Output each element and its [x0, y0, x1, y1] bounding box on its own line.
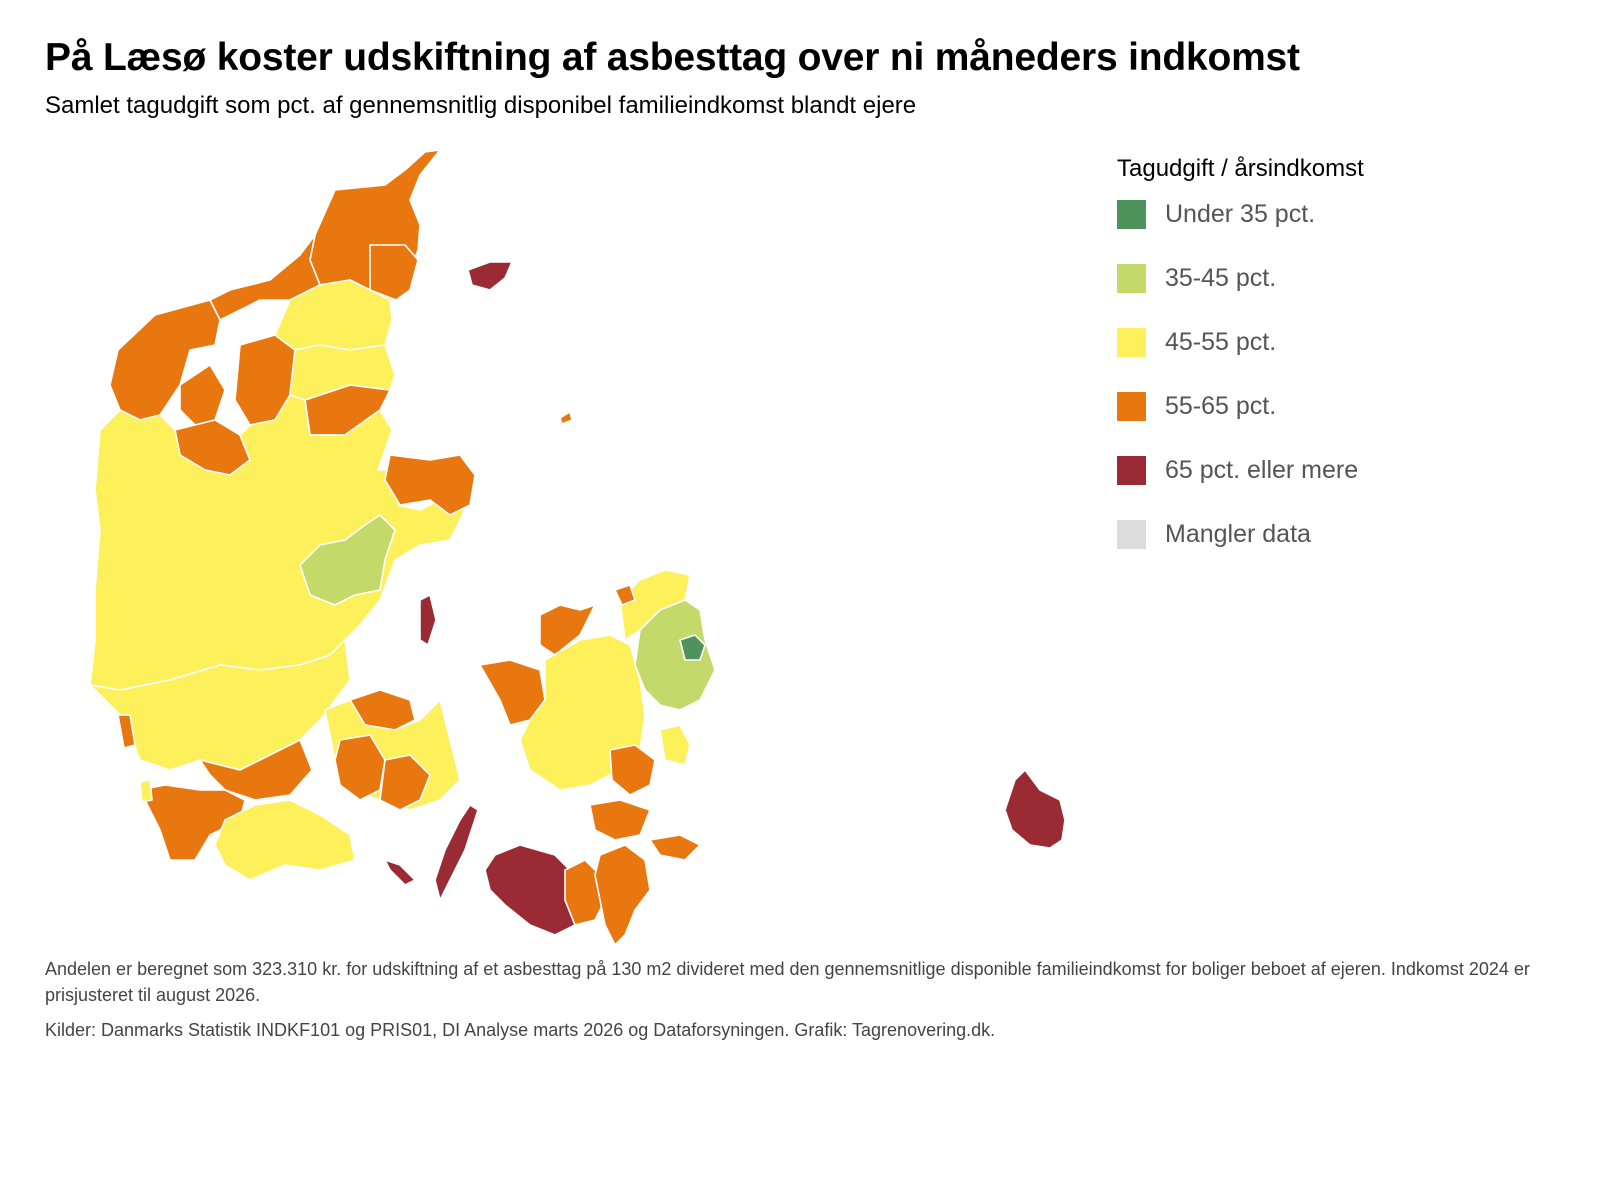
- footnote: Andelen er beregnet som 323.310 kr. for …: [45, 959, 1530, 1005]
- region-vordingborg: [589, 799, 651, 841]
- chart-subtitle: Samlet tagudgift som pct. af gennemsnitl…: [45, 92, 917, 119]
- region-copenhagen-dark: [679, 634, 706, 661]
- legend-swatch-under-35: [1117, 199, 1146, 229]
- region-odsherred: [539, 604, 596, 656]
- legend-item: Mangler data: [1117, 517, 1537, 581]
- legend-swatch-65-plus: [1117, 455, 1146, 485]
- region-morsø: [179, 364, 226, 426]
- legend-item: 45-55 pct.: [1117, 325, 1537, 389]
- legend-label: 65 pct. eller mere: [1165, 455, 1359, 484]
- region-ærø: [384, 859, 416, 886]
- region-rømø: [139, 779, 153, 803]
- legend-label: 35-45 pct.: [1165, 263, 1277, 292]
- legend-title: Tagudgift / årsindkomst: [1117, 155, 1364, 182]
- legend-swatch-45-55: [1117, 327, 1146, 357]
- legend-item: 65 pct. eller mere: [1117, 453, 1537, 517]
- legend-swatch-35-45: [1117, 263, 1146, 293]
- legend-item: Under 35 pct.: [1117, 197, 1537, 261]
- legend-item: 55-65 pct.: [1117, 389, 1537, 453]
- source-line: Kilder: Danmarks Statistik INDKF101 og P…: [45, 1020, 996, 1040]
- region-aalborg: [274, 279, 393, 351]
- region-haderslev: [199, 739, 313, 801]
- region-bornholm: [1004, 769, 1066, 849]
- legend-label: 45-55 pct.: [1165, 327, 1277, 356]
- region-sønderborg: [214, 799, 356, 881]
- region-faaborg: [379, 754, 431, 811]
- region-møn: [649, 834, 701, 861]
- chart-title: På Læsø koster udskiftning af asbesttag …: [45, 36, 1300, 79]
- legend-label: Under 35 pct.: [1165, 199, 1316, 228]
- region-assens: [334, 734, 386, 801]
- legend-swatch-55-65: [1117, 391, 1146, 421]
- region-anholt: [559, 411, 573, 425]
- region-central-jutland: [89, 394, 466, 691]
- legend-swatch-missing: [1117, 519, 1146, 549]
- region-vendsyssel-east: [369, 244, 419, 301]
- region-stevns: [659, 724, 691, 766]
- region-lolland: [484, 844, 576, 936]
- region-silkeborg-green: [299, 514, 396, 606]
- region-læsø: [467, 261, 513, 291]
- region-nordsjælland-green: [634, 599, 716, 711]
- region-falster: [594, 844, 651, 946]
- legend-label: Mangler data: [1165, 519, 1311, 548]
- legend-item: 35-45 pct.: [1117, 261, 1537, 325]
- region-holbæk-orange: [614, 584, 636, 606]
- region-samsø: [419, 594, 437, 646]
- region-thy: [109, 299, 221, 421]
- map-legend: Tagudgift / årsindkomst Under 35 pct. 35…: [1117, 155, 1537, 581]
- region-næstved: [609, 744, 656, 796]
- region-langeland: [434, 804, 479, 901]
- legend-label: 55-65 pct.: [1165, 391, 1277, 420]
- region-djursland: [384, 454, 476, 516]
- region-esbjerg-coast: [117, 714, 136, 749]
